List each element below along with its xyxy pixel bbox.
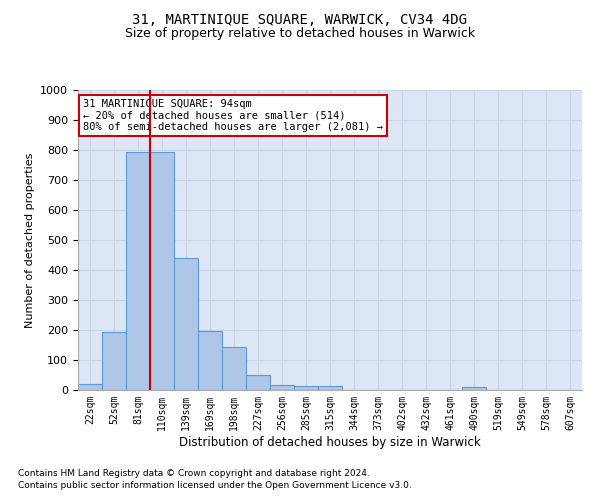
Bar	[102, 332, 126, 390]
Bar	[78, 384, 102, 390]
Bar	[318, 386, 342, 390]
Bar	[198, 331, 222, 390]
Bar	[174, 258, 198, 390]
Bar	[150, 152, 174, 390]
Bar	[222, 348, 246, 390]
Text: 31 MARTINIQUE SQUARE: 94sqm
← 20% of detached houses are smaller (514)
80% of se: 31 MARTINIQUE SQUARE: 94sqm ← 20% of det…	[83, 99, 383, 132]
X-axis label: Distribution of detached houses by size in Warwick: Distribution of detached houses by size …	[179, 436, 481, 448]
Text: Contains public sector information licensed under the Open Government Licence v3: Contains public sector information licen…	[18, 481, 412, 490]
Y-axis label: Number of detached properties: Number of detached properties	[25, 152, 35, 328]
Bar	[270, 385, 294, 390]
Bar	[246, 375, 270, 390]
Bar	[294, 386, 318, 390]
Bar	[462, 387, 486, 390]
Text: Size of property relative to detached houses in Warwick: Size of property relative to detached ho…	[125, 28, 475, 40]
Text: 31, MARTINIQUE SQUARE, WARWICK, CV34 4DG: 31, MARTINIQUE SQUARE, WARWICK, CV34 4DG	[133, 12, 467, 26]
Bar	[126, 152, 150, 390]
Text: Contains HM Land Registry data © Crown copyright and database right 2024.: Contains HM Land Registry data © Crown c…	[18, 468, 370, 477]
